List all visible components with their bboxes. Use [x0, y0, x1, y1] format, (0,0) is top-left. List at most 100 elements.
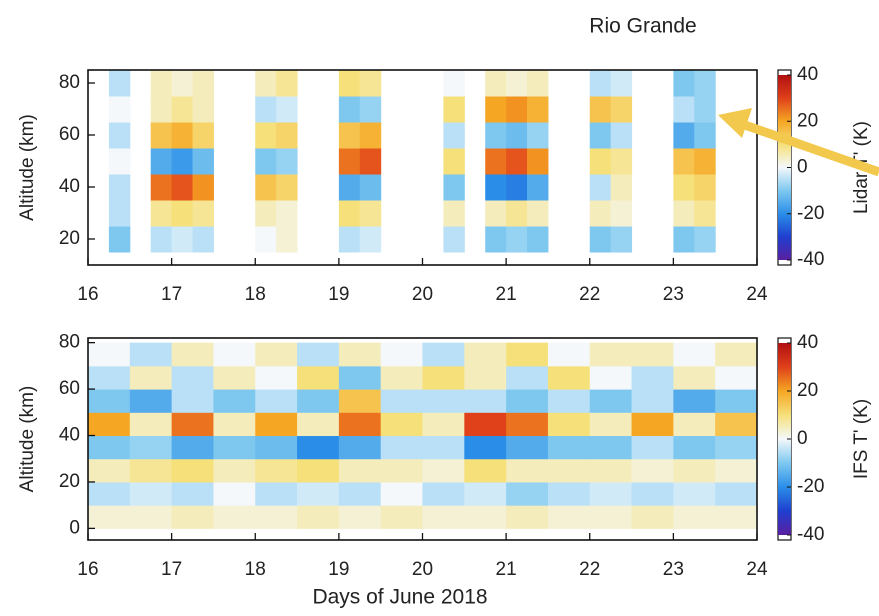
heatmap-cell	[338, 122, 361, 149]
heatmap-cell	[338, 365, 382, 390]
x-tick-label: 18	[245, 559, 266, 580]
x-tick-label: 16	[77, 284, 98, 305]
heatmap-cell	[338, 96, 361, 123]
y-axis-label: Altitude (km)	[17, 114, 38, 221]
heatmap-cell	[255, 481, 298, 506]
heatmap-cell	[297, 435, 340, 460]
heatmap-cell	[359, 200, 382, 227]
heatmap-cell	[171, 389, 214, 413]
heatmap-cell	[547, 389, 591, 413]
heatmap-cell	[422, 435, 465, 460]
y-tick-label: 80	[59, 72, 80, 93]
heatmap-cell	[589, 458, 633, 483]
heatmap-cell	[150, 70, 173, 97]
heatmap-cell	[694, 96, 716, 123]
heatmap-cell	[213, 342, 256, 367]
heatmap-cell	[506, 96, 528, 123]
heatmap-cell	[276, 70, 298, 97]
heatmap-cell	[464, 458, 507, 483]
x-tick-label: 16	[77, 559, 98, 580]
heatmap-cell	[715, 458, 758, 483]
heatmap-cell	[589, 342, 633, 367]
x-axis-label: Days of June 2018	[312, 586, 487, 609]
heatmap-cell	[255, 200, 277, 227]
heatmap-cell	[631, 505, 674, 529]
heatmap-cell	[422, 481, 465, 506]
heatmap-cell	[88, 412, 131, 437]
y-tick-label: 0	[69, 517, 80, 538]
panel: 16 17 18 19 20 21 22 23 24 20 40 60 80 Altitude (km) R…	[17, 15, 872, 305]
heatmap-cell	[276, 200, 298, 227]
heatmap-cell	[673, 435, 716, 460]
x-tick-label: 22	[579, 559, 600, 580]
colorbar-tick-label: -20	[797, 476, 824, 497]
heatmap-cell	[422, 389, 465, 413]
heatmap-cell	[297, 342, 340, 367]
heatmap-cell	[88, 389, 131, 413]
heatmap-cell	[108, 96, 131, 123]
y-tick-label: 40	[59, 176, 80, 197]
arrow-head	[718, 108, 752, 138]
y-tick-label: 60	[59, 124, 80, 145]
heatmap-cell	[213, 505, 256, 529]
heatmap-cell	[610, 122, 633, 149]
heatmap-cell	[715, 389, 758, 413]
heatmap-cell	[213, 365, 256, 390]
heatmap-cell	[192, 148, 214, 175]
heatmap-cell	[255, 96, 277, 123]
heatmap-cell	[338, 505, 382, 529]
heatmap-cell	[276, 96, 298, 123]
heatmap-cell	[589, 96, 612, 123]
heatmap-cell	[527, 148, 549, 175]
heatmap-cell	[464, 365, 507, 390]
heatmap-cell	[171, 458, 214, 483]
heatmap-cell	[338, 481, 382, 506]
heatmap-cell	[547, 365, 591, 390]
x-tick-label: 23	[663, 559, 684, 580]
heatmap-cell	[255, 122, 277, 149]
panel: 16 17 18 19 20 21 22 23 24 0 20 40 60 80 Altitude (km)…	[17, 332, 872, 609]
heatmap-cell	[589, 70, 612, 97]
heatmap-cell	[464, 389, 507, 413]
heatmap-cell	[673, 481, 716, 506]
heatmap-cell	[485, 122, 507, 149]
heatmap-cell	[694, 174, 716, 201]
heatmap-cell	[527, 226, 549, 253]
heatmap-cell	[673, 70, 695, 97]
heatmap-cell	[171, 342, 214, 367]
heatmap-cell	[464, 505, 507, 529]
heatmap-cell	[171, 365, 214, 390]
y-tick-label: 20	[59, 228, 80, 249]
heatmap-cell	[694, 122, 716, 149]
heatmap-cell	[506, 122, 528, 149]
heatmap-cell	[422, 505, 465, 529]
heatmap-cell	[673, 122, 695, 149]
heatmap-cell	[150, 226, 173, 253]
heatmap-cell	[297, 458, 340, 483]
heatmap-cell	[589, 435, 633, 460]
heatmap-cell	[338, 226, 361, 253]
heatmap-cell	[213, 389, 256, 413]
heatmap-cell	[443, 96, 465, 123]
heatmap-cell	[610, 148, 633, 175]
heatmap-cell	[213, 412, 256, 437]
heatmap-cell	[527, 200, 549, 227]
heatmap-cell	[422, 412, 465, 437]
chart-title: Rio Grande	[589, 15, 696, 38]
heatmap-cell	[150, 148, 173, 175]
heatmap-cell	[673, 412, 716, 437]
x-tick-label: 20	[412, 284, 433, 305]
x-tick-label: 19	[328, 284, 349, 305]
annotation-arrow	[718, 108, 879, 177]
heatmap-cell	[338, 148, 361, 175]
heatmap-cell	[380, 505, 423, 529]
y-tick-label: 60	[59, 378, 80, 399]
heatmap-cell	[547, 505, 591, 529]
heatmap-cell	[171, 481, 214, 506]
heatmap-cell	[631, 458, 674, 483]
colorbar-tick-label: 20	[797, 110, 818, 131]
heatmap-cell	[88, 435, 131, 460]
heatmap-cell	[443, 70, 465, 97]
heatmap-cell	[673, 458, 716, 483]
heatmap-cell	[150, 96, 173, 123]
